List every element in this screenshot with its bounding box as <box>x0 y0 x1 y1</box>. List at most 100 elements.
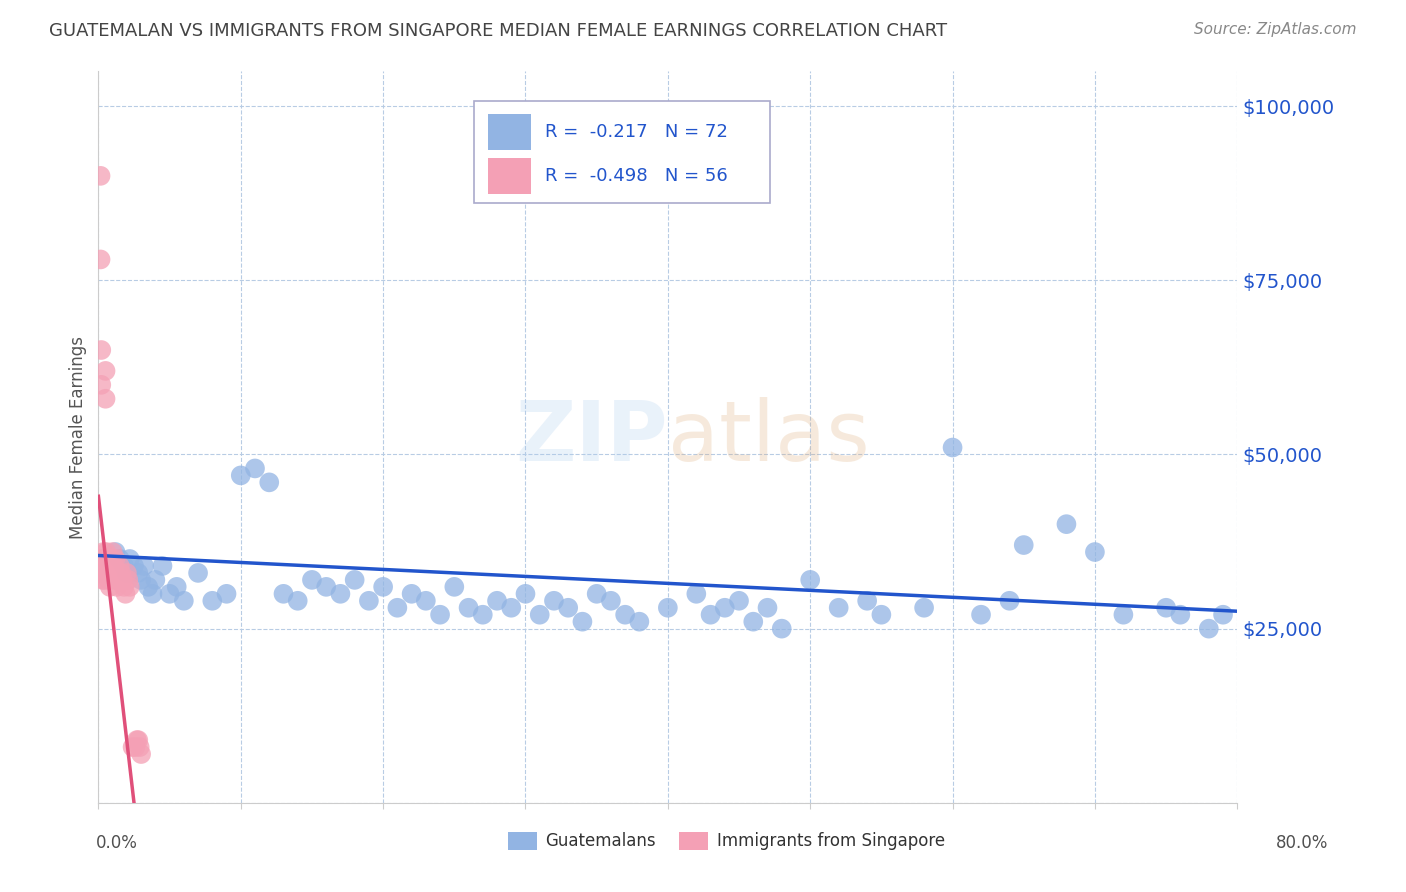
Point <box>104 566 127 580</box>
Point <box>870 607 893 622</box>
Point <box>93 545 115 559</box>
Point <box>141 587 163 601</box>
Point <box>100 558 122 573</box>
Text: GUATEMALAN VS IMMIGRANTS FROM SINGAPORE MEDIAN FEMALE EARNINGS CORRELATION CHART: GUATEMALAN VS IMMIGRANTS FROM SINGAPORE … <box>49 22 948 40</box>
Point <box>110 566 132 580</box>
Point <box>115 566 138 580</box>
Point <box>136 580 159 594</box>
Point <box>111 573 134 587</box>
Point <box>1112 607 1135 622</box>
Point <box>108 552 131 566</box>
FancyBboxPatch shape <box>474 101 770 203</box>
Point <box>91 558 114 573</box>
Point <box>97 573 120 587</box>
Point <box>287 594 309 608</box>
Point <box>101 558 124 573</box>
Point <box>90 252 112 267</box>
Point <box>585 587 607 601</box>
Point <box>96 545 118 559</box>
Point <box>371 580 394 594</box>
Point <box>121 740 143 755</box>
Text: 0.0%: 0.0% <box>96 834 138 852</box>
Point <box>187 566 209 580</box>
Point <box>91 552 114 566</box>
Point <box>91 566 114 580</box>
Point <box>614 607 637 622</box>
Point <box>91 573 114 587</box>
Point <box>770 622 793 636</box>
Text: R =  -0.217   N = 72: R = -0.217 N = 72 <box>546 123 728 141</box>
Point <box>124 740 146 755</box>
Text: atlas: atlas <box>668 397 869 477</box>
Point <box>90 566 112 580</box>
Point <box>529 607 551 622</box>
Bar <box>679 832 707 850</box>
Point <box>97 558 120 573</box>
Point <box>112 580 135 594</box>
Text: ZIP: ZIP <box>516 397 668 477</box>
Point <box>215 587 238 601</box>
Point <box>443 580 465 594</box>
Point <box>159 587 181 601</box>
Point <box>201 594 224 608</box>
Point <box>998 594 1021 608</box>
Point <box>273 587 295 601</box>
Point <box>329 587 352 601</box>
Point <box>486 594 509 608</box>
Point <box>98 566 121 580</box>
Bar <box>509 832 537 850</box>
Point <box>243 461 266 475</box>
Point <box>457 600 479 615</box>
Point <box>90 552 112 566</box>
Point <box>515 587 537 601</box>
Point <box>101 545 124 559</box>
Point <box>685 587 707 601</box>
Point <box>118 580 141 594</box>
Point <box>657 600 679 615</box>
Point <box>127 733 149 747</box>
Point <box>101 566 124 580</box>
Point <box>856 594 879 608</box>
Point <box>117 573 139 587</box>
Point <box>96 558 118 573</box>
Point <box>128 740 150 755</box>
Point <box>94 392 117 406</box>
Point <box>93 558 115 573</box>
Point <box>912 600 935 615</box>
Point <box>501 600 523 615</box>
Point <box>828 600 851 615</box>
Point <box>471 607 494 622</box>
Point <box>98 552 121 566</box>
Point <box>970 607 993 622</box>
Point <box>301 573 323 587</box>
Point <box>152 558 174 573</box>
Point <box>543 594 565 608</box>
Point <box>93 573 115 587</box>
Point <box>96 552 118 566</box>
Point <box>107 573 129 587</box>
Point <box>93 558 115 573</box>
Point <box>132 558 155 573</box>
Text: 80.0%: 80.0% <box>1277 834 1329 852</box>
Point <box>94 552 117 566</box>
Point <box>942 441 965 455</box>
Point <box>94 364 117 378</box>
Point <box>91 558 114 573</box>
Point <box>401 587 423 601</box>
Point <box>97 566 120 580</box>
Point <box>1198 622 1220 636</box>
Point <box>1084 545 1107 559</box>
Point <box>742 615 765 629</box>
Point <box>112 558 135 573</box>
Point <box>103 558 125 573</box>
Text: Immigrants from Singapore: Immigrants from Singapore <box>717 832 945 850</box>
Point <box>229 468 252 483</box>
Point <box>115 566 138 580</box>
Point <box>100 566 122 580</box>
Point <box>129 573 152 587</box>
Point <box>429 607 451 622</box>
Point <box>125 733 148 747</box>
Point <box>756 600 779 615</box>
Point <box>90 343 112 357</box>
Point <box>94 552 117 566</box>
